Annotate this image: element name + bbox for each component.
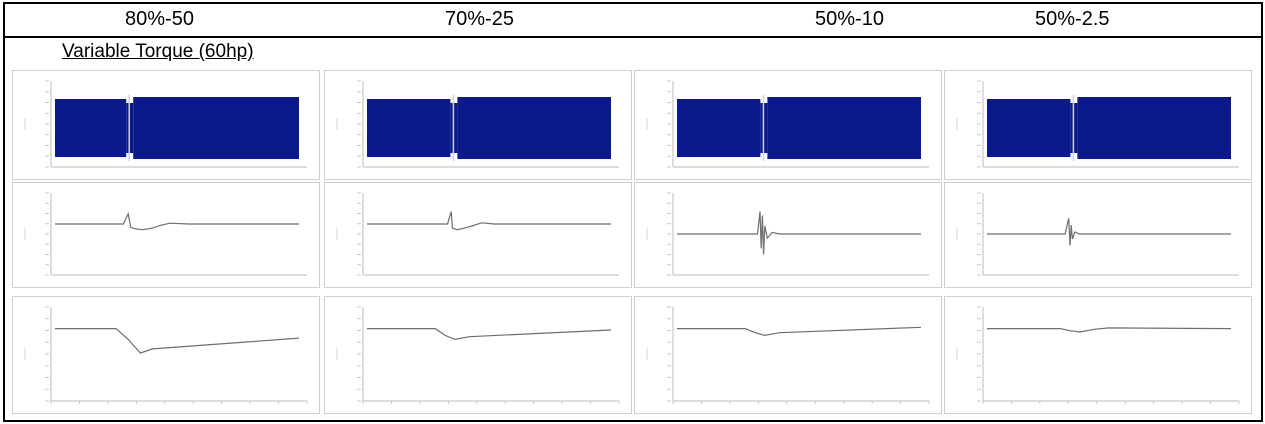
chart-panel-current-4 [944,70,1252,180]
waveform-left [987,99,1071,157]
chart-panel-torque-3 [634,182,942,288]
section-label: Variable Torque (60hp) [62,41,254,62]
chart-panel-torque-4 [944,182,1252,288]
chart-svg [24,192,307,276]
chart-svg [646,192,929,276]
chart-svg [336,192,619,276]
chart-panel-current-3 [634,70,942,180]
speed-trace-line [677,326,922,337]
chart-panel-current-1 [12,70,320,180]
torque-trace-line [55,211,299,231]
chart-svg [956,306,1240,404]
speed-trace-line [987,327,1232,333]
waveform-right [767,97,921,159]
torque-trace-line [677,211,921,255]
chart-panel-current-2 [324,70,632,180]
figure-frame: 80%-50 70%-25 50%-10 50%-2.5 Variable To… [3,2,1263,422]
chart-svg [646,80,929,168]
waveform-left [677,99,761,157]
chart-panel-torque-1 [12,182,320,288]
column-header-2: 70%-25 [445,8,514,30]
chart-panel-speed-2 [324,296,632,414]
column-header-1: 80%-50 [125,8,194,30]
chart-panel-torque-2 [324,182,632,288]
column-header-row: 80%-50 70%-25 50%-10 50%-2.5 [5,4,1261,38]
chart-svg [24,80,307,168]
waveform-right [1077,97,1231,159]
chart-svg [646,306,930,404]
chart-svg [336,306,620,404]
column-header-3: 50%-10 [815,8,884,30]
waveform-left [367,99,451,157]
chart-svg [956,192,1239,276]
chart-panel-speed-3 [634,296,942,414]
torque-trace-line [987,218,1231,246]
speed-trace-line [367,328,612,341]
waveform-right [457,97,611,159]
chart-svg [24,306,308,404]
waveform-left [55,99,127,157]
column-header-4: 50%-2.5 [1035,8,1110,30]
chart-svg [336,80,619,168]
torque-trace-line [367,211,611,231]
chart-panel-speed-1 [12,296,320,414]
chart-svg [956,80,1239,168]
speed-trace-line [55,328,300,354]
chart-panel-speed-4 [944,296,1252,414]
waveform-right [133,97,299,159]
